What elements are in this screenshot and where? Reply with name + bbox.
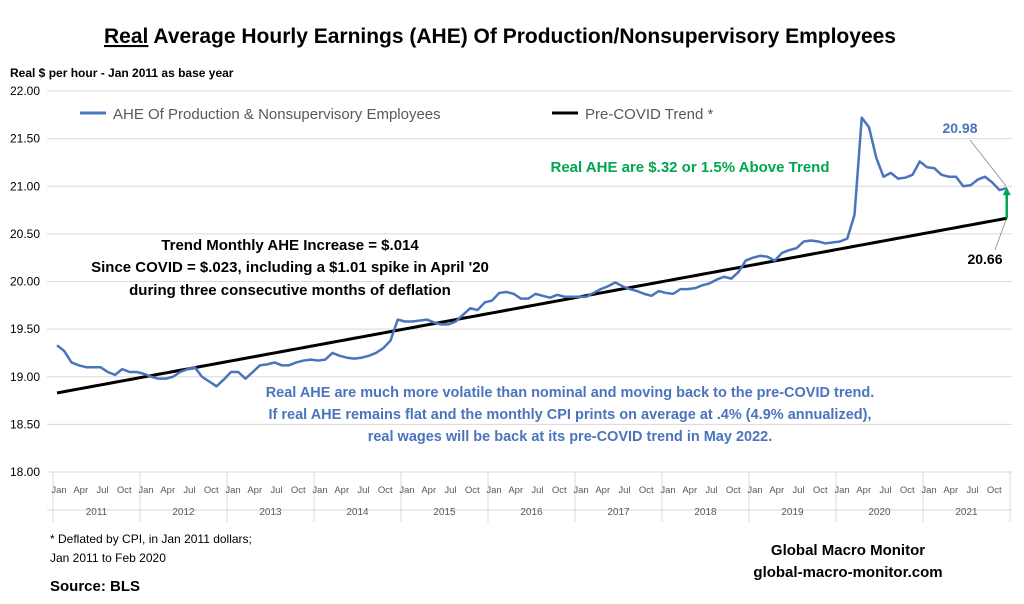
volatility-text-line-1: Real AHE are much more volatile than nom… bbox=[266, 385, 875, 401]
x-tick-month: Jan bbox=[660, 485, 675, 496]
x-tick-month: Jul bbox=[96, 485, 108, 496]
trend-end-leader-line bbox=[994, 219, 1007, 251]
series bbox=[56, 116, 1011, 395]
x-tick-year: 2018 bbox=[694, 507, 717, 518]
x-tick-month: Jul bbox=[357, 485, 369, 496]
legend-label-ahe: AHE Of Production & Nonsupervisory Emplo… bbox=[113, 106, 441, 123]
legend-label-trend: Pre-COVID Trend * bbox=[585, 106, 714, 123]
trend-line bbox=[56, 216, 1008, 395]
y-axis-label: Real $ per hour - Jan 2011 as base year bbox=[10, 66, 234, 80]
y-axis-ticks: 18.00 18.50 19.00 19.50 20.00 20.50 21.00 21.50… bbox=[10, 84, 40, 479]
x-tick-month: Oct bbox=[552, 485, 567, 496]
end-value-leader-line bbox=[969, 139, 1007, 187]
x-tick-month: Jul bbox=[183, 485, 195, 496]
footnote-line-1: * Deflated by CPI, in Jan 2011 dollars; bbox=[50, 532, 252, 546]
x-tick-month: Apr bbox=[595, 485, 610, 496]
legend: AHE Of Production & Nonsupervisory Emplo… bbox=[80, 106, 714, 123]
x-tick-month: Oct bbox=[117, 485, 132, 496]
y-tick-label: 21.00 bbox=[10, 179, 40, 193]
x-tick-year: 2013 bbox=[259, 507, 282, 518]
x-tick-month: Oct bbox=[378, 485, 393, 496]
gridlines bbox=[47, 90, 1012, 473]
x-tick-month: Jan bbox=[138, 485, 153, 496]
x-axis: Jan Apr Jul Oct 2011 Jan Apr Jul Oct 2012 Jan Apr Ju… bbox=[47, 472, 1012, 522]
x-tick-year: 2012 bbox=[172, 507, 195, 518]
x-tick-month: Oct bbox=[726, 485, 741, 496]
x-tick-month: Apr bbox=[247, 485, 262, 496]
x-tick-month: Apr bbox=[856, 485, 871, 496]
y-tick-label: 22.00 bbox=[10, 84, 40, 98]
annotations: Real AHE are $.32 or 1.5% Above Trend 20… bbox=[91, 120, 1007, 445]
brand-name: Global Macro Monitor bbox=[771, 542, 925, 559]
trend-text-line-3: during three consecutive months of defla… bbox=[129, 282, 451, 299]
y-tick-label: 19.00 bbox=[10, 370, 40, 384]
x-tick-month: Jul bbox=[705, 485, 717, 496]
above-trend-annotation: Real AHE are $.32 or 1.5% Above Trend bbox=[550, 159, 829, 176]
x-tick-month: Jul bbox=[792, 485, 804, 496]
x-tick-month: Jan bbox=[921, 485, 936, 496]
x-tick-month: Oct bbox=[900, 485, 915, 496]
x-tick-year: 2015 bbox=[433, 507, 456, 518]
x-tick-month: Apr bbox=[73, 485, 88, 496]
x-tick-month: Apr bbox=[508, 485, 523, 496]
x-tick-month: Jan bbox=[747, 485, 762, 496]
x-tick-month: Jul bbox=[531, 485, 543, 496]
x-tick-month: Oct bbox=[987, 485, 1002, 496]
brand-url: global-macro-monitor.com bbox=[753, 564, 942, 581]
x-tick-month: Apr bbox=[943, 485, 958, 496]
gap-arrow-head-icon bbox=[1002, 187, 1011, 196]
x-tick-year: 2016 bbox=[520, 507, 543, 518]
x-tick-month: Oct bbox=[291, 485, 306, 496]
chart-title: Real Average Hourly Earnings (AHE) Of Pr… bbox=[104, 25, 896, 48]
x-tick-month: Oct bbox=[813, 485, 828, 496]
x-tick-month: Apr bbox=[421, 485, 436, 496]
x-tick-month: Jan bbox=[834, 485, 849, 496]
x-tick-month: Apr bbox=[334, 485, 349, 496]
x-tick-year: 2017 bbox=[607, 507, 630, 518]
x-tick-month: Jul bbox=[270, 485, 282, 496]
x-tick-month: Oct bbox=[204, 485, 219, 496]
y-tick-label: 19.50 bbox=[10, 322, 40, 336]
trend-end-label: 20.66 bbox=[967, 251, 1002, 267]
chart-title-rest: Average Hourly Earnings (AHE) Of Product… bbox=[148, 25, 896, 48]
x-tick-month: Oct bbox=[465, 485, 480, 496]
x-tick-month: Apr bbox=[160, 485, 175, 496]
y-tick-label: 18.50 bbox=[10, 417, 40, 431]
x-tick-year: 2021 bbox=[955, 507, 978, 518]
x-tick-month: Jul bbox=[444, 485, 456, 496]
x-tick-month: Oct bbox=[639, 485, 654, 496]
end-value-label: 20.98 bbox=[942, 120, 977, 136]
x-tick-year: 2011 bbox=[86, 507, 108, 518]
trend-text-line-2: Since COVID = $.023, including a $1.01 s… bbox=[91, 259, 489, 276]
y-tick-label: 20.50 bbox=[10, 227, 40, 241]
x-tick-month: Jan bbox=[573, 485, 588, 496]
x-tick-year: 2019 bbox=[781, 507, 804, 518]
y-tick-label: 21.50 bbox=[10, 132, 40, 146]
chart-title-underlined: Real bbox=[104, 25, 148, 48]
source-label: Source: BLS bbox=[50, 578, 140, 595]
x-tick-month: Jan bbox=[225, 485, 240, 496]
x-tick-month: Jul bbox=[966, 485, 978, 496]
x-tick-month: Apr bbox=[682, 485, 697, 496]
ahe-line bbox=[56, 116, 1008, 388]
y-tick-label: 20.00 bbox=[10, 275, 40, 289]
x-tick-month: Apr bbox=[769, 485, 784, 496]
x-tick-year: 2014 bbox=[346, 507, 369, 518]
volatility-text-line-3: real wages will be back at its pre-COVID… bbox=[368, 429, 773, 445]
x-tick-month: Jan bbox=[486, 485, 501, 496]
x-tick-year: 2020 bbox=[868, 507, 891, 518]
x-tick-month: Jul bbox=[618, 485, 630, 496]
trend-text-line-1: Trend Monthly AHE Increase = $.014 bbox=[161, 237, 419, 254]
x-tick-month: Jul bbox=[879, 485, 891, 496]
volatility-text-line-2: If real AHE remains flat and the monthly… bbox=[269, 407, 872, 423]
x-tick-month: Jan bbox=[51, 485, 66, 496]
footnote-line-2: Jan 2011 to Feb 2020 bbox=[50, 551, 166, 565]
y-tick-label: 18.00 bbox=[10, 465, 40, 479]
x-tick-month: Jan bbox=[312, 485, 327, 496]
x-tick-month: Jan bbox=[399, 485, 414, 496]
